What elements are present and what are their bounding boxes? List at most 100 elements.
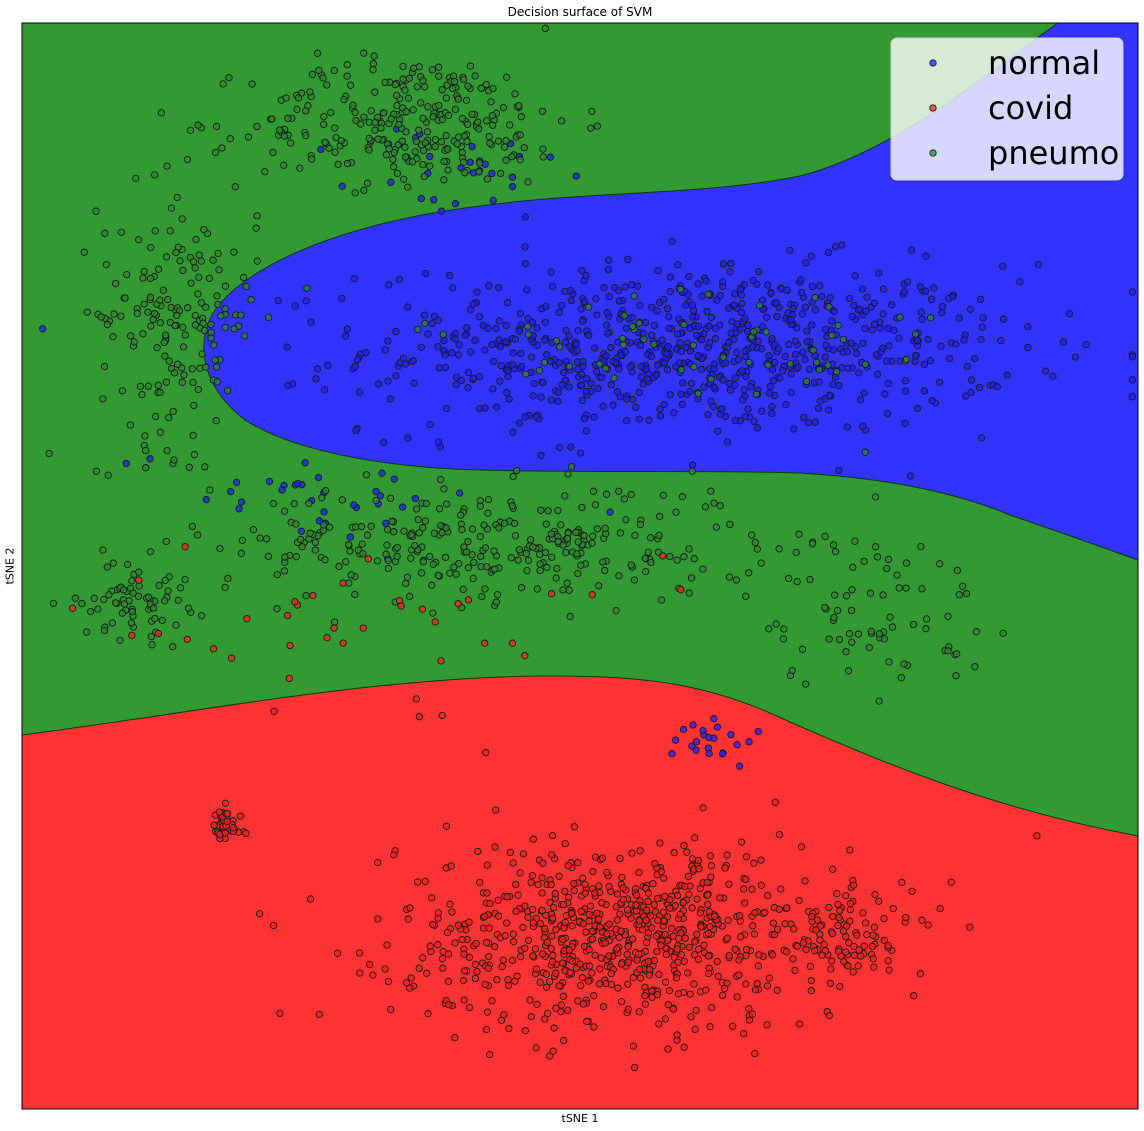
point-normal — [727, 731, 735, 739]
point-pneumo — [540, 358, 548, 367]
point-normal — [768, 335, 776, 343]
point-normal — [698, 292, 706, 300]
point-pneumo — [130, 338, 138, 346]
point-normal — [1128, 353, 1137, 361]
point-pneumo — [45, 449, 53, 458]
point-normal — [750, 417, 758, 425]
point-pneumo — [866, 589, 875, 597]
point-covid — [655, 970, 663, 979]
point-pneumo — [111, 599, 120, 607]
point-covid — [415, 713, 424, 721]
point-covid — [741, 899, 749, 907]
point-covid — [431, 618, 439, 626]
point-covid — [655, 1020, 663, 1028]
point-normal — [489, 385, 497, 393]
point-pneumo — [806, 575, 814, 584]
point-covid — [460, 950, 468, 958]
point-covid — [791, 966, 799, 975]
point-covid — [444, 977, 453, 986]
point-pneumo — [209, 256, 217, 264]
point-pneumo — [360, 113, 368, 121]
point-pneumo — [588, 539, 596, 547]
point-covid — [558, 959, 567, 967]
point-pneumo — [685, 589, 693, 597]
point-normal — [455, 489, 464, 497]
point-pneumo — [71, 594, 79, 602]
point-covid — [524, 936, 533, 945]
point-normal — [452, 373, 461, 381]
point-pneumo — [135, 582, 143, 590]
point-covid — [653, 894, 662, 903]
point-covid — [825, 903, 833, 912]
point-covid — [426, 942, 434, 950]
point-covid — [775, 830, 784, 839]
point-normal — [967, 388, 975, 397]
point-covid — [742, 980, 750, 988]
point-covid — [482, 939, 491, 947]
point-normal — [626, 363, 634, 371]
point-covid — [549, 914, 557, 922]
point-covid — [733, 993, 741, 1001]
point-covid — [680, 1043, 688, 1051]
point-normal — [612, 359, 620, 367]
point-normal — [404, 303, 412, 311]
point-pneumo — [828, 331, 836, 340]
point-pneumo — [323, 81, 331, 89]
point-pneumo — [230, 248, 238, 256]
point-normal — [783, 286, 791, 294]
point-covid — [538, 906, 546, 915]
point-covid — [801, 877, 809, 885]
point-normal — [314, 473, 323, 482]
point-pneumo — [523, 566, 531, 575]
point-pneumo — [218, 144, 226, 152]
point-covid — [628, 935, 637, 943]
point-normal — [781, 352, 789, 361]
point-normal — [863, 293, 871, 301]
point-normal — [835, 381, 843, 390]
point-normal — [426, 420, 434, 429]
point-normal — [747, 383, 755, 391]
point-normal — [278, 486, 286, 494]
point-covid — [561, 918, 569, 927]
point-pneumo — [475, 125, 483, 133]
point-pneumo — [139, 274, 147, 282]
point-pneumo — [460, 158, 468, 166]
point-pneumo — [564, 534, 572, 543]
point-pneumo — [757, 559, 765, 567]
point-covid — [835, 913, 843, 922]
point-covid — [574, 859, 582, 867]
point-covid — [291, 598, 299, 606]
point-pneumo — [742, 592, 750, 601]
point-pneumo — [470, 558, 478, 567]
point-normal — [469, 300, 477, 308]
point-pneumo — [830, 591, 839, 599]
point-pneumo — [343, 61, 351, 69]
point-normal — [660, 295, 668, 304]
point-pneumo — [320, 521, 328, 529]
point-pneumo — [755, 301, 764, 310]
point-normal — [411, 494, 420, 503]
point-pneumo — [971, 663, 979, 671]
point-normal — [935, 378, 944, 387]
point-normal — [635, 388, 643, 397]
point-pneumo — [440, 176, 448, 184]
point-covid — [742, 875, 750, 884]
point-pneumo — [444, 111, 453, 120]
point-pneumo — [330, 618, 339, 626]
point-covid — [690, 980, 698, 988]
point-normal — [1041, 367, 1050, 375]
point-normal — [850, 301, 858, 310]
point-normal — [574, 327, 582, 335]
point-normal — [577, 381, 586, 389]
point-covid — [596, 923, 604, 931]
point-covid — [834, 900, 842, 909]
point-covid — [512, 880, 520, 889]
point-covid — [585, 917, 593, 925]
point-pneumo — [463, 137, 471, 146]
point-covid — [745, 1005, 753, 1013]
point-covid — [659, 552, 667, 560]
point-pneumo — [101, 229, 109, 237]
point-covid — [811, 947, 819, 955]
point-pneumo — [276, 126, 284, 134]
point-normal — [801, 303, 810, 311]
